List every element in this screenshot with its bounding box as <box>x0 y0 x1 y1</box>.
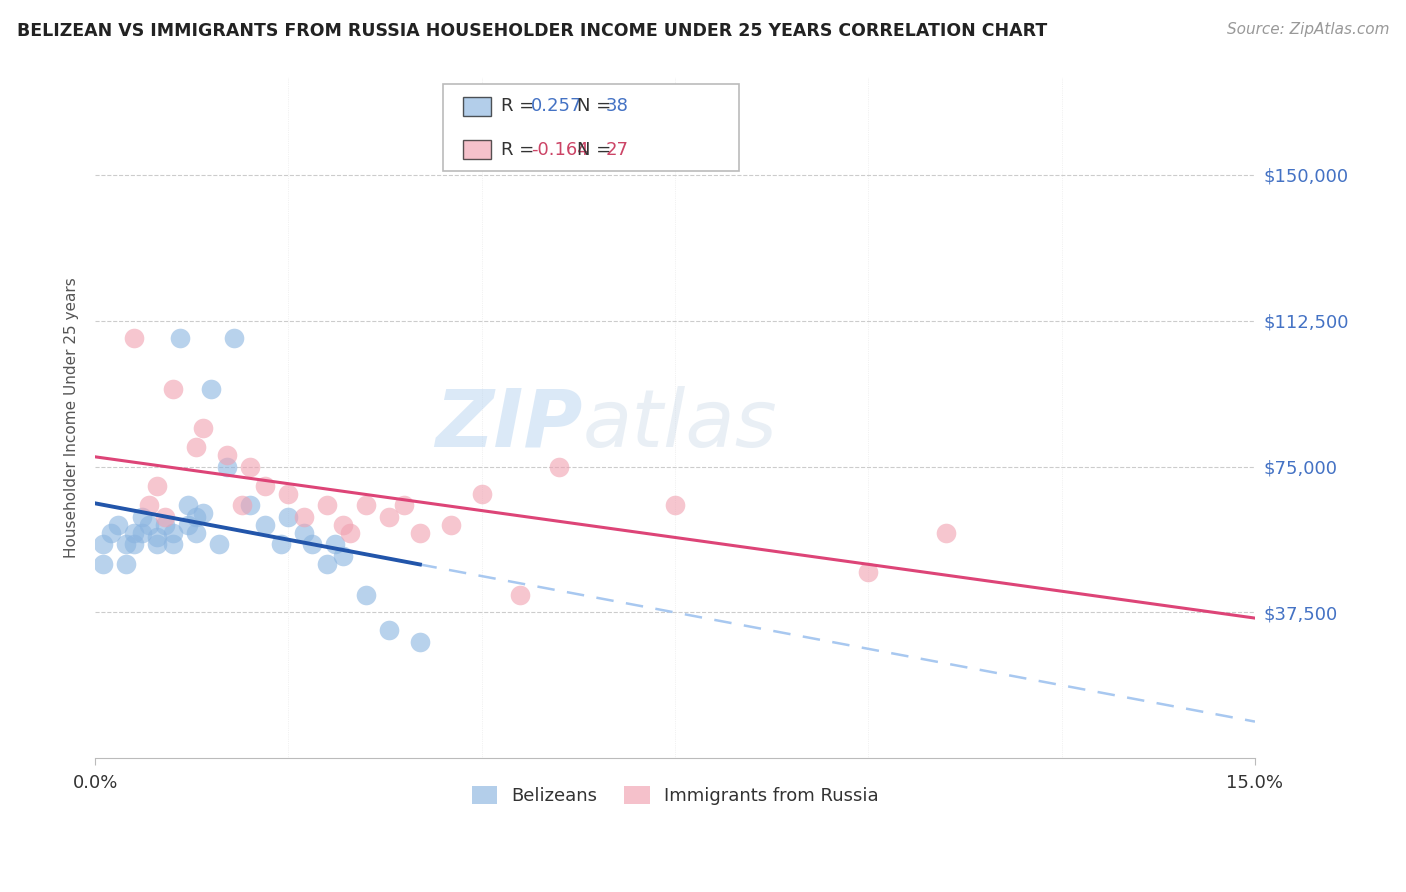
Point <box>548 459 571 474</box>
Point <box>394 499 416 513</box>
Point <box>316 499 339 513</box>
Point <box>215 459 238 474</box>
Point <box>131 510 153 524</box>
FancyBboxPatch shape <box>463 140 491 159</box>
Point <box>107 517 129 532</box>
Point <box>332 549 354 563</box>
Point <box>169 331 191 345</box>
Point <box>115 537 138 551</box>
Point <box>440 517 463 532</box>
Point <box>935 525 957 540</box>
Point <box>339 525 361 540</box>
Point <box>153 517 176 532</box>
Point <box>184 525 207 540</box>
Text: -0.164: -0.164 <box>531 141 589 159</box>
Point <box>409 525 432 540</box>
Point <box>509 588 531 602</box>
Point <box>153 510 176 524</box>
Point <box>177 499 200 513</box>
Point <box>239 499 262 513</box>
Point <box>239 459 262 474</box>
Point <box>664 499 686 513</box>
Point <box>354 588 377 602</box>
Point <box>471 487 494 501</box>
Point <box>184 440 207 454</box>
Text: BELIZEAN VS IMMIGRANTS FROM RUSSIA HOUSEHOLDER INCOME UNDER 25 YEARS CORRELATION: BELIZEAN VS IMMIGRANTS FROM RUSSIA HOUSE… <box>17 22 1047 40</box>
Y-axis label: Householder Income Under 25 years: Householder Income Under 25 years <box>65 277 79 558</box>
Point <box>122 537 145 551</box>
Point <box>138 517 160 532</box>
Point <box>146 479 169 493</box>
Point <box>193 506 215 520</box>
Text: 27: 27 <box>606 141 628 159</box>
Point <box>184 510 207 524</box>
Point <box>138 499 160 513</box>
Point <box>224 331 246 345</box>
Point <box>215 448 238 462</box>
Point <box>162 382 184 396</box>
Point <box>162 525 184 540</box>
Point <box>409 634 432 648</box>
Point <box>323 537 346 551</box>
Point <box>193 420 215 434</box>
Point <box>115 557 138 571</box>
Text: ZIP: ZIP <box>434 385 582 464</box>
Point <box>131 525 153 540</box>
Point <box>301 537 323 551</box>
Point <box>162 537 184 551</box>
Point <box>122 331 145 345</box>
Text: Source: ZipAtlas.com: Source: ZipAtlas.com <box>1226 22 1389 37</box>
Point <box>200 382 222 396</box>
Point <box>292 525 315 540</box>
Point <box>277 487 299 501</box>
Legend: Belizeans, Immigrants from Russia: Belizeans, Immigrants from Russia <box>463 777 887 814</box>
Point <box>316 557 339 571</box>
Text: 38: 38 <box>606 97 628 115</box>
Point <box>378 623 401 637</box>
Point <box>122 525 145 540</box>
Point <box>146 537 169 551</box>
Point <box>332 517 354 532</box>
Text: atlas: atlas <box>582 385 778 464</box>
Point <box>292 510 315 524</box>
Point <box>858 565 880 579</box>
Point <box>277 510 299 524</box>
Point <box>208 537 231 551</box>
FancyBboxPatch shape <box>463 96 491 116</box>
Point <box>354 499 377 513</box>
Point <box>100 525 122 540</box>
Text: 0.257: 0.257 <box>531 97 582 115</box>
Point <box>91 557 114 571</box>
Point <box>378 510 401 524</box>
Text: R =: R = <box>501 141 540 159</box>
Point <box>254 479 277 493</box>
FancyBboxPatch shape <box>443 84 740 170</box>
Point <box>146 530 169 544</box>
Text: N =: N = <box>576 141 616 159</box>
Point <box>91 537 114 551</box>
Text: R =: R = <box>501 97 540 115</box>
Point <box>177 517 200 532</box>
Text: N =: N = <box>576 97 616 115</box>
Point <box>254 517 277 532</box>
Point <box>231 499 253 513</box>
Point <box>270 537 292 551</box>
